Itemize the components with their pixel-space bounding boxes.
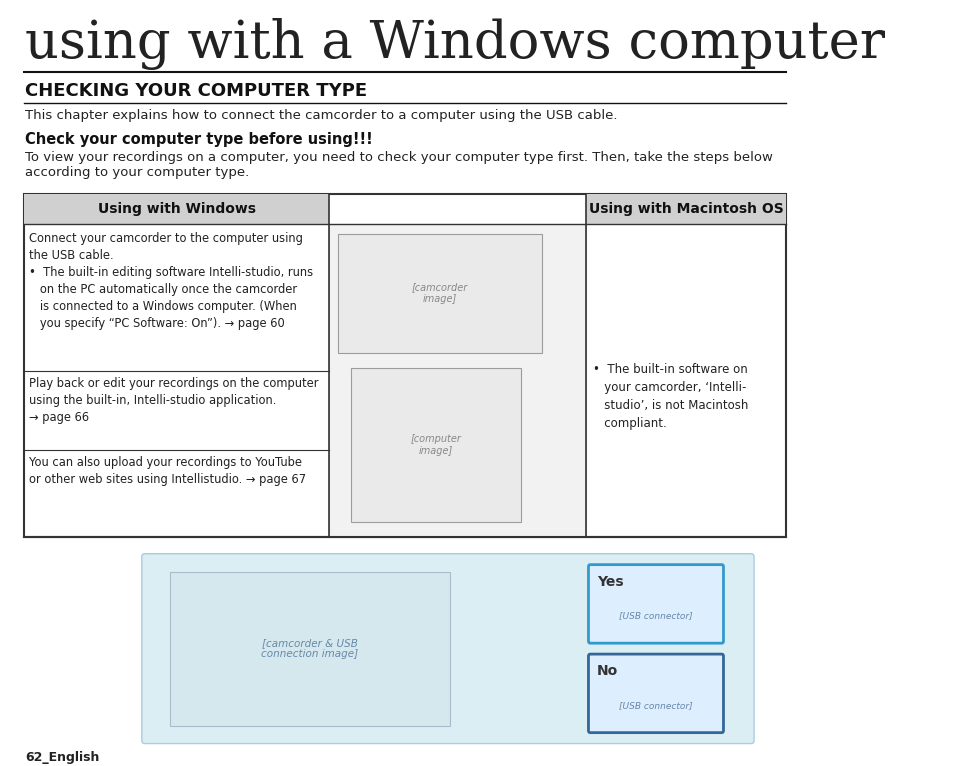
Text: using with a Windows computer: using with a Windows computer: [26, 18, 884, 70]
Text: [USB connector]: [USB connector]: [618, 701, 692, 710]
Text: [camcorder
image]: [camcorder image]: [412, 283, 468, 304]
Bar: [170, 571, 450, 725]
Bar: [24, 194, 329, 224]
FancyBboxPatch shape: [142, 554, 753, 744]
Text: This chapter explains how to connect the camcorder to a computer using the USB c: This chapter explains how to connect the…: [26, 110, 618, 123]
Text: No: No: [597, 664, 618, 678]
FancyBboxPatch shape: [588, 654, 722, 732]
Text: Connect your camcorder to the computer using
the USB cable.
•  The built-in edit: Connect your camcorder to the computer u…: [29, 231, 313, 329]
Bar: [351, 368, 520, 522]
Text: Play back or edit your recordings on the computer
using the built-in, Intelli-st: Play back or edit your recordings on the…: [29, 377, 318, 424]
FancyBboxPatch shape: [588, 565, 722, 643]
Text: 62_English: 62_English: [26, 751, 100, 764]
Text: Using with Macintosh OS: Using with Macintosh OS: [588, 201, 782, 216]
Text: Check your computer type before using!!!: Check your computer type before using!!!: [26, 133, 373, 147]
Text: You can also upload your recordings to YouTube
or other web sites using Intellis: You can also upload your recordings to Y…: [29, 457, 306, 486]
Bar: [329, 224, 585, 537]
Text: [camcorder & USB
connection image]: [camcorder & USB connection image]: [261, 638, 358, 660]
Text: Using with Windows: Using with Windows: [97, 201, 255, 216]
Text: Yes: Yes: [597, 574, 623, 588]
Text: [USB connector]: [USB connector]: [618, 611, 692, 620]
Text: •  The built-in software on
   your camcorder, ‘Intelli-
   studio’, is not Maci: • The built-in software on your camcorde…: [592, 363, 747, 430]
Text: CHECKING YOUR COMPUTER TYPE: CHECKING YOUR COMPUTER TYPE: [26, 81, 367, 100]
Text: To view your recordings on a computer, you need to check your computer type firs: To view your recordings on a computer, y…: [26, 151, 773, 179]
Text: [computer
image]: [computer image]: [410, 434, 460, 456]
Bar: [585, 194, 785, 224]
Bar: [337, 234, 541, 353]
